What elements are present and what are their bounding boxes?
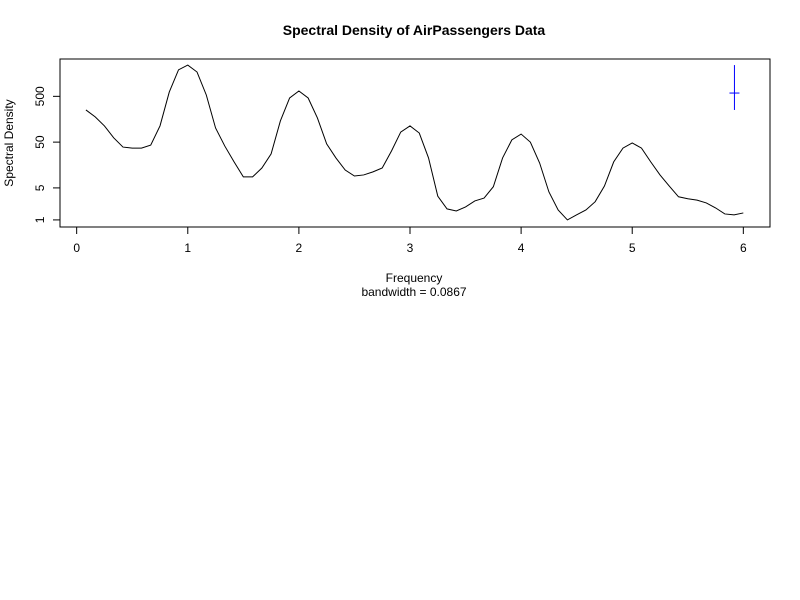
y-axis-label: Spectral Density	[2, 99, 16, 186]
y-tick-label: 5	[33, 184, 47, 191]
subtitle: bandwidth = 0.0867	[361, 285, 466, 299]
x-tick-label: 2	[296, 241, 303, 255]
x-tick-label: 6	[740, 241, 747, 255]
x-tick-label: 1	[184, 241, 191, 255]
x-tick-label: 0	[73, 241, 80, 255]
y-tick-label: 500	[33, 86, 47, 106]
x-axis-label: Frequency	[386, 271, 443, 285]
y-tick-label: 50	[33, 135, 47, 149]
x-tick-label: 3	[407, 241, 414, 255]
y-tick-label: 1	[33, 216, 47, 223]
chart-title: Spectral Density of AirPassengers Data	[283, 22, 546, 38]
spectrum-line	[85, 64, 744, 221]
x-tick-label: 4	[518, 241, 525, 255]
x-tick-label: 5	[629, 241, 636, 255]
